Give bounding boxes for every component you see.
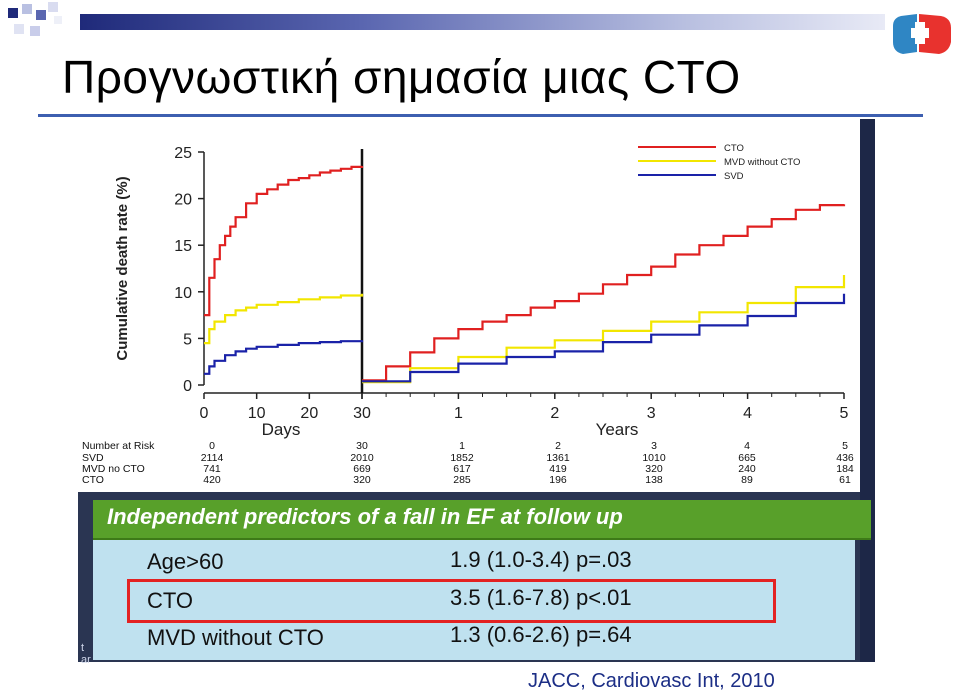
risk-header-cell: Number at Risk: [82, 440, 155, 452]
risk-table-cell: 741: [203, 463, 221, 475]
predictor-value: 1.3 (0.6-2.6) p=.64: [450, 622, 632, 647]
predictor-label: MVD without CTO: [147, 625, 324, 650]
y-tick-label: 20: [174, 192, 192, 209]
legend-label: CTO: [724, 143, 744, 154]
risk-header-cell: 5: [842, 440, 848, 452]
risk-table-grid: Number at Risk 0 30 1 2 3 4 5 SVD 2114 2010 1852 136…: [82, 440, 854, 486]
x-tick-label: 30: [353, 405, 371, 422]
legend-label: MVD without CTO: [724, 157, 800, 168]
cross-shield-icon: [893, 14, 951, 54]
predictor-value: 1.9 (1.0-3.4) p=.03: [450, 547, 632, 572]
x-tick-label: 1: [454, 405, 463, 422]
risk-header-cell: 4: [744, 440, 750, 452]
risk-table-cell: 320: [645, 463, 663, 475]
x-axis-label: Days: [262, 420, 301, 439]
x-axis-label: Years: [596, 420, 639, 439]
risk-table-cell: 240: [738, 463, 756, 475]
risk-table-cell: 420: [203, 474, 221, 486]
series-line-svd: [204, 340, 364, 375]
risk-table-cell: 320: [353, 474, 371, 486]
risk-header-cell: 30: [356, 440, 368, 452]
risk-table-cell: SVD: [82, 452, 104, 464]
legend-label: SVD: [724, 171, 744, 182]
predictor-label: Age>60: [147, 549, 224, 574]
risk-table-cell: 617: [453, 463, 471, 475]
series-line-mvd-without-cto: [204, 293, 364, 345]
series-line-svd: [362, 293, 846, 383]
risk-table-cell: 669: [353, 463, 371, 475]
y-tick-label: 15: [174, 238, 192, 255]
predictor-value: 3.5 (1.6-7.8) p<.01: [450, 585, 632, 610]
figure-edge-strip: [860, 119, 875, 662]
risk-table-cell: 1852: [450, 452, 474, 464]
risk-table-cell: 285: [453, 474, 471, 486]
risk-header-cell: 0: [209, 440, 215, 452]
left-tab-label: t ar: [81, 642, 91, 666]
risk-table-cell: CTO: [82, 474, 104, 486]
risk-table-cell: 196: [549, 474, 567, 486]
left-side-tab: t ar: [78, 632, 93, 666]
y-tick-label: 10: [174, 285, 192, 302]
cto-highlight-box: [127, 579, 776, 623]
x-tick-label: 5: [840, 405, 849, 422]
y-tick-label: 25: [174, 145, 192, 162]
risk-table-cell: MVD no CTO: [82, 463, 145, 475]
risk-table-cell: 1010: [642, 452, 666, 464]
number-at-risk-table: Number at Risk 0 30 1 2 3 4 5 SVD 2114 2010 1852 136…: [80, 440, 860, 493]
x-tick-label: 2: [550, 405, 559, 422]
risk-table-cell: 2010: [350, 452, 374, 464]
predictor-panel-title: Independent predictors of a fall in EF a…: [107, 504, 623, 529]
risk-table-cell: 665: [738, 452, 756, 464]
risk-table-cell: 419: [549, 463, 567, 475]
header-gradient-bar: [80, 14, 885, 30]
x-tick-label: 0: [200, 405, 209, 422]
citation: JACC, Cardiovasc Int, 2010: [528, 670, 775, 692]
y-axis-label: Cumulative death rate (%): [114, 176, 131, 360]
series-line-cto: [362, 204, 846, 382]
risk-table-cell: 138: [645, 474, 663, 486]
series-line-cto: [204, 165, 364, 317]
risk-header-cell: 2: [555, 440, 561, 452]
x-tick-label: 10: [248, 405, 266, 422]
y-tick-label: 0: [183, 378, 192, 395]
x-tick-label: 4: [743, 405, 752, 422]
risk-table-cell: 2114: [201, 452, 224, 464]
x-tick-label: 3: [647, 405, 656, 422]
risk-table-cell: 61: [839, 474, 851, 486]
predictor-label: CTO: [147, 588, 194, 613]
risk-header-cell: 1: [459, 440, 465, 452]
risk-table-cell: 436: [836, 452, 854, 464]
predictor-panel-header: Independent predictors of a fall in EF a…: [93, 500, 871, 540]
corner-squares-decoration: [8, 2, 62, 36]
page-title: Προγνωστική σημασία μιας CTO: [62, 51, 741, 103]
risk-table-cell: 89: [741, 474, 753, 486]
y-tick-label: 5: [183, 331, 192, 348]
risk-table-cell: 184: [836, 463, 854, 475]
risk-table-cell: 1361: [546, 452, 570, 464]
title-divider: [38, 114, 923, 117]
risk-header-cell: 3: [651, 440, 657, 452]
x-tick-label: 20: [300, 405, 318, 422]
